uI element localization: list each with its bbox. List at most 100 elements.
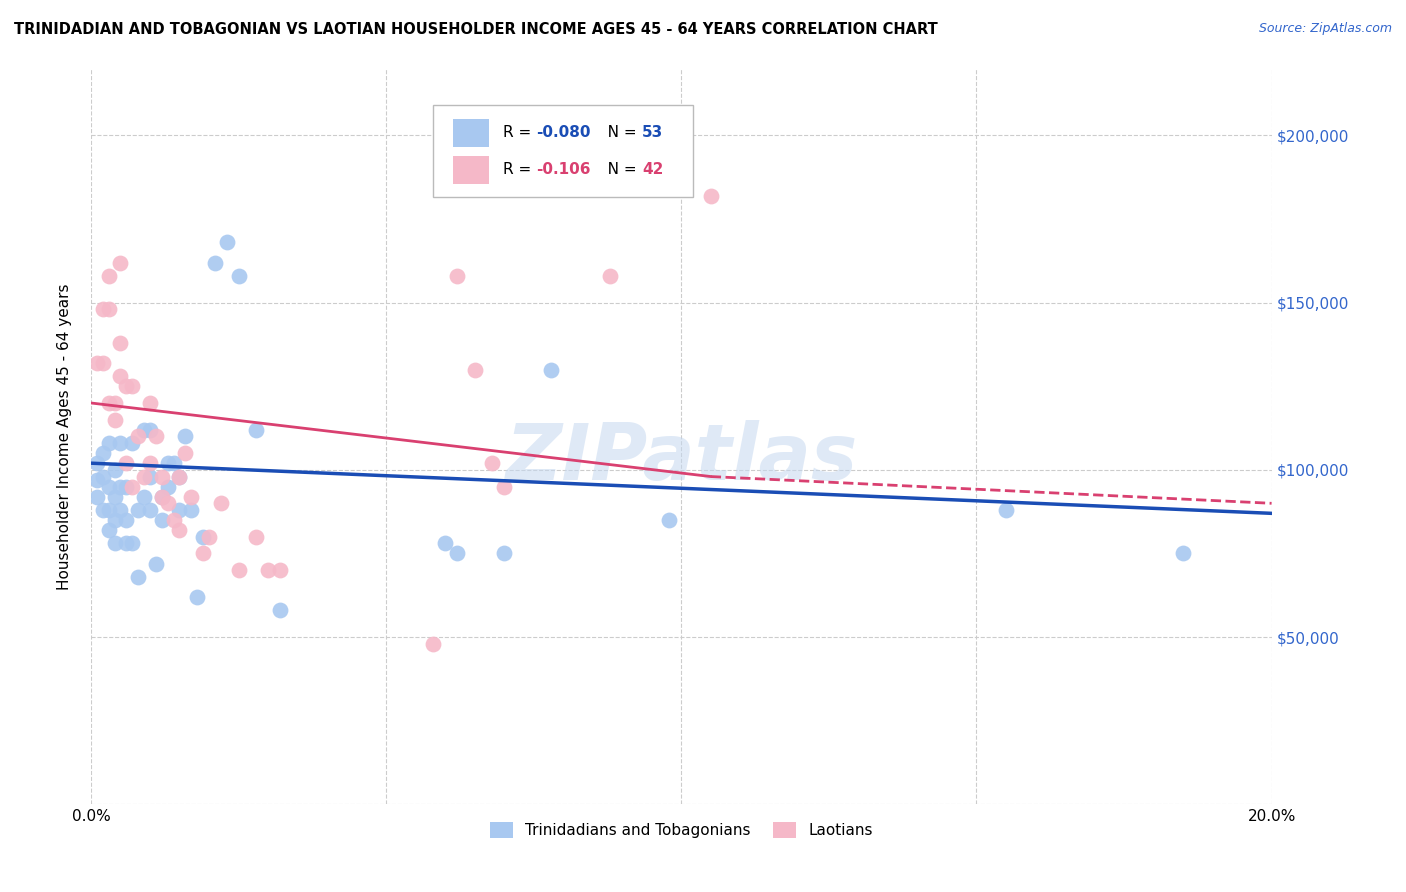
Point	[464, 362, 486, 376]
Text: Source: ZipAtlas.com: Source: ZipAtlas.com	[1258, 22, 1392, 36]
Point	[127, 429, 149, 443]
Point	[269, 603, 291, 617]
Point	[103, 536, 125, 550]
Point	[186, 590, 208, 604]
Point	[127, 570, 149, 584]
Point	[91, 356, 114, 370]
Point	[115, 456, 138, 470]
Point	[121, 436, 143, 450]
Point	[994, 503, 1017, 517]
Text: N =: N =	[593, 125, 641, 140]
Text: N =: N =	[593, 162, 641, 178]
Point	[97, 523, 120, 537]
Legend: Trinidadians and Tobagonians, Laotians: Trinidadians and Tobagonians, Laotians	[484, 816, 879, 845]
Point	[215, 235, 238, 250]
Point	[97, 302, 120, 317]
Point	[156, 456, 179, 470]
Point	[209, 496, 232, 510]
Point	[97, 479, 120, 493]
Point	[110, 479, 132, 493]
Point	[103, 413, 125, 427]
Point	[86, 490, 108, 504]
Point	[132, 490, 155, 504]
Point	[139, 503, 162, 517]
Point	[494, 479, 516, 493]
Text: ZIPatlas: ZIPatlas	[505, 420, 858, 497]
Text: 53: 53	[643, 125, 664, 140]
Point	[110, 255, 132, 269]
Point	[169, 469, 191, 483]
Point	[257, 563, 280, 577]
Point	[97, 436, 120, 450]
Point	[110, 335, 132, 350]
Point	[139, 396, 162, 410]
Point	[121, 479, 143, 493]
Point	[169, 503, 191, 517]
Point	[145, 429, 167, 443]
Point	[115, 379, 138, 393]
Point	[599, 268, 621, 283]
Text: -0.106: -0.106	[536, 162, 591, 178]
Point	[245, 423, 267, 437]
Point	[132, 423, 155, 437]
Point	[245, 530, 267, 544]
Point	[86, 356, 108, 370]
FancyBboxPatch shape	[453, 119, 489, 146]
Point	[180, 503, 202, 517]
Point	[180, 490, 202, 504]
Point	[121, 536, 143, 550]
Point	[103, 513, 125, 527]
Point	[110, 436, 132, 450]
Point	[204, 255, 226, 269]
Point	[86, 473, 108, 487]
Point	[91, 503, 114, 517]
Point	[150, 513, 173, 527]
FancyBboxPatch shape	[433, 105, 693, 197]
Point	[139, 456, 162, 470]
Point	[156, 496, 179, 510]
Point	[174, 429, 197, 443]
Point	[169, 469, 191, 483]
Point	[1171, 546, 1194, 560]
Point	[97, 396, 120, 410]
Point	[269, 563, 291, 577]
Point	[150, 490, 173, 504]
Point	[91, 469, 114, 483]
Point	[150, 490, 173, 504]
Text: 42: 42	[643, 162, 664, 178]
Point	[127, 503, 149, 517]
Text: R =: R =	[503, 162, 541, 178]
Point	[91, 446, 114, 460]
Point	[162, 456, 184, 470]
Point	[110, 503, 132, 517]
Point	[174, 446, 197, 460]
Y-axis label: Householder Income Ages 45 - 64 years: Householder Income Ages 45 - 64 years	[58, 283, 72, 590]
Point	[115, 536, 138, 550]
Point	[700, 188, 723, 202]
Point	[139, 469, 162, 483]
Point	[156, 479, 179, 493]
Point	[494, 546, 516, 560]
Point	[446, 546, 468, 560]
Point	[115, 513, 138, 527]
Point	[97, 268, 120, 283]
Point	[103, 490, 125, 504]
Point	[139, 423, 162, 437]
Point	[91, 302, 114, 317]
Point	[132, 469, 155, 483]
FancyBboxPatch shape	[453, 156, 489, 184]
Text: TRINIDADIAN AND TOBAGONIAN VS LAOTIAN HOUSEHOLDER INCOME AGES 45 - 64 YEARS CORR: TRINIDADIAN AND TOBAGONIAN VS LAOTIAN HO…	[14, 22, 938, 37]
Point	[434, 536, 457, 550]
Point	[191, 546, 214, 560]
Text: -0.080: -0.080	[536, 125, 591, 140]
Point	[103, 463, 125, 477]
Point	[145, 557, 167, 571]
Text: R =: R =	[503, 125, 536, 140]
Point	[110, 369, 132, 384]
Point	[121, 379, 143, 393]
Point	[97, 503, 120, 517]
Point	[162, 513, 184, 527]
Point	[86, 456, 108, 470]
Point	[228, 563, 250, 577]
Point	[658, 513, 681, 527]
